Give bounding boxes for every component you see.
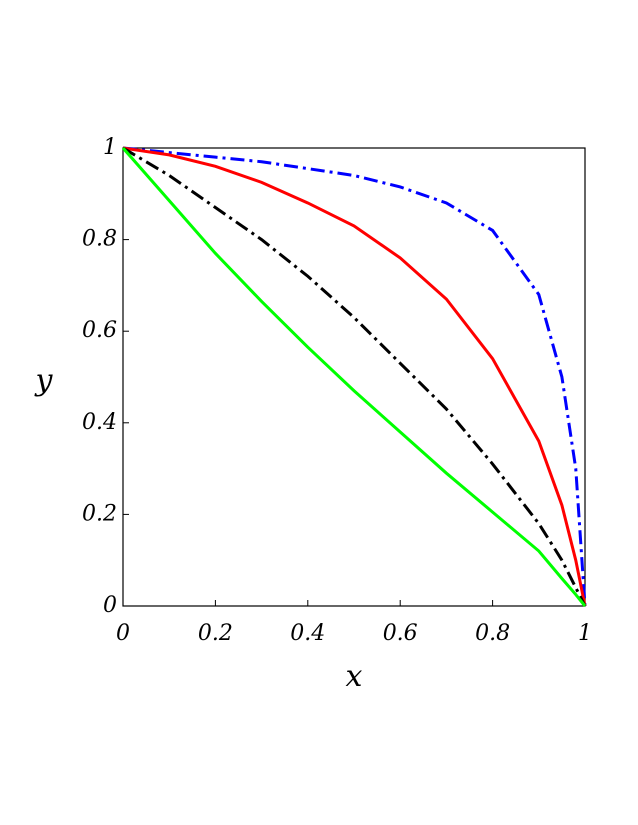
series-line (122, 146, 587, 607)
y-tick-label: 0.4 (82, 410, 117, 435)
x-tick-label: 0.8 (475, 621, 510, 646)
x-tick-label: 0.4 (290, 621, 325, 646)
plot-frame (122, 147, 586, 607)
series-line (122, 146, 587, 607)
y-tick-label: 0 (103, 593, 117, 618)
y-tick-label: 0.6 (82, 318, 117, 343)
x-axis-title: x (346, 659, 363, 694)
y-axis-title: y (34, 363, 54, 398)
x-tick-label: 0.2 (198, 621, 233, 646)
x-tick-label: 1 (578, 621, 592, 646)
series-line (122, 146, 587, 607)
series-line (121, 147, 587, 607)
y-tick-label: 0.8 (82, 227, 117, 252)
x-tick-label: 0.6 (383, 621, 418, 646)
y-tick-label: 1 (103, 135, 117, 160)
x-tick-label: 0 (116, 621, 130, 646)
y-tick-label: 0.2 (82, 501, 117, 526)
